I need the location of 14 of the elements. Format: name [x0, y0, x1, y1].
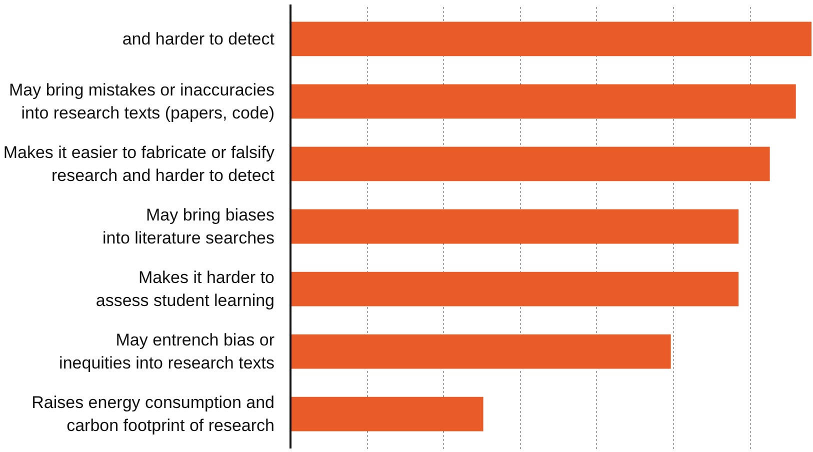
y-tick-label: May entrench bias or inequities into research texts	[59, 330, 275, 372]
bar	[290, 146, 770, 182]
y-tick-label: Raises energy consumption and carbon footprint of research	[32, 393, 275, 436]
bar	[290, 84, 796, 119]
bar	[290, 22, 812, 56]
y-tick-label: May bring biases into literature searches	[102, 206, 275, 248]
bar	[290, 272, 739, 306]
y-tick-label: Makes it harder to assess student learning	[96, 268, 275, 310]
bar	[290, 209, 739, 244]
bar	[290, 396, 484, 432]
y-tick-label: and harder to detect	[122, 29, 275, 48]
bar	[290, 334, 671, 369]
y-tick-label: Makes it easier to fabricate or falsify research and harder to detect	[3, 143, 275, 185]
y-tick-label: May bring mistakes or inaccuracies into research texts (papers, code)	[9, 80, 274, 122]
